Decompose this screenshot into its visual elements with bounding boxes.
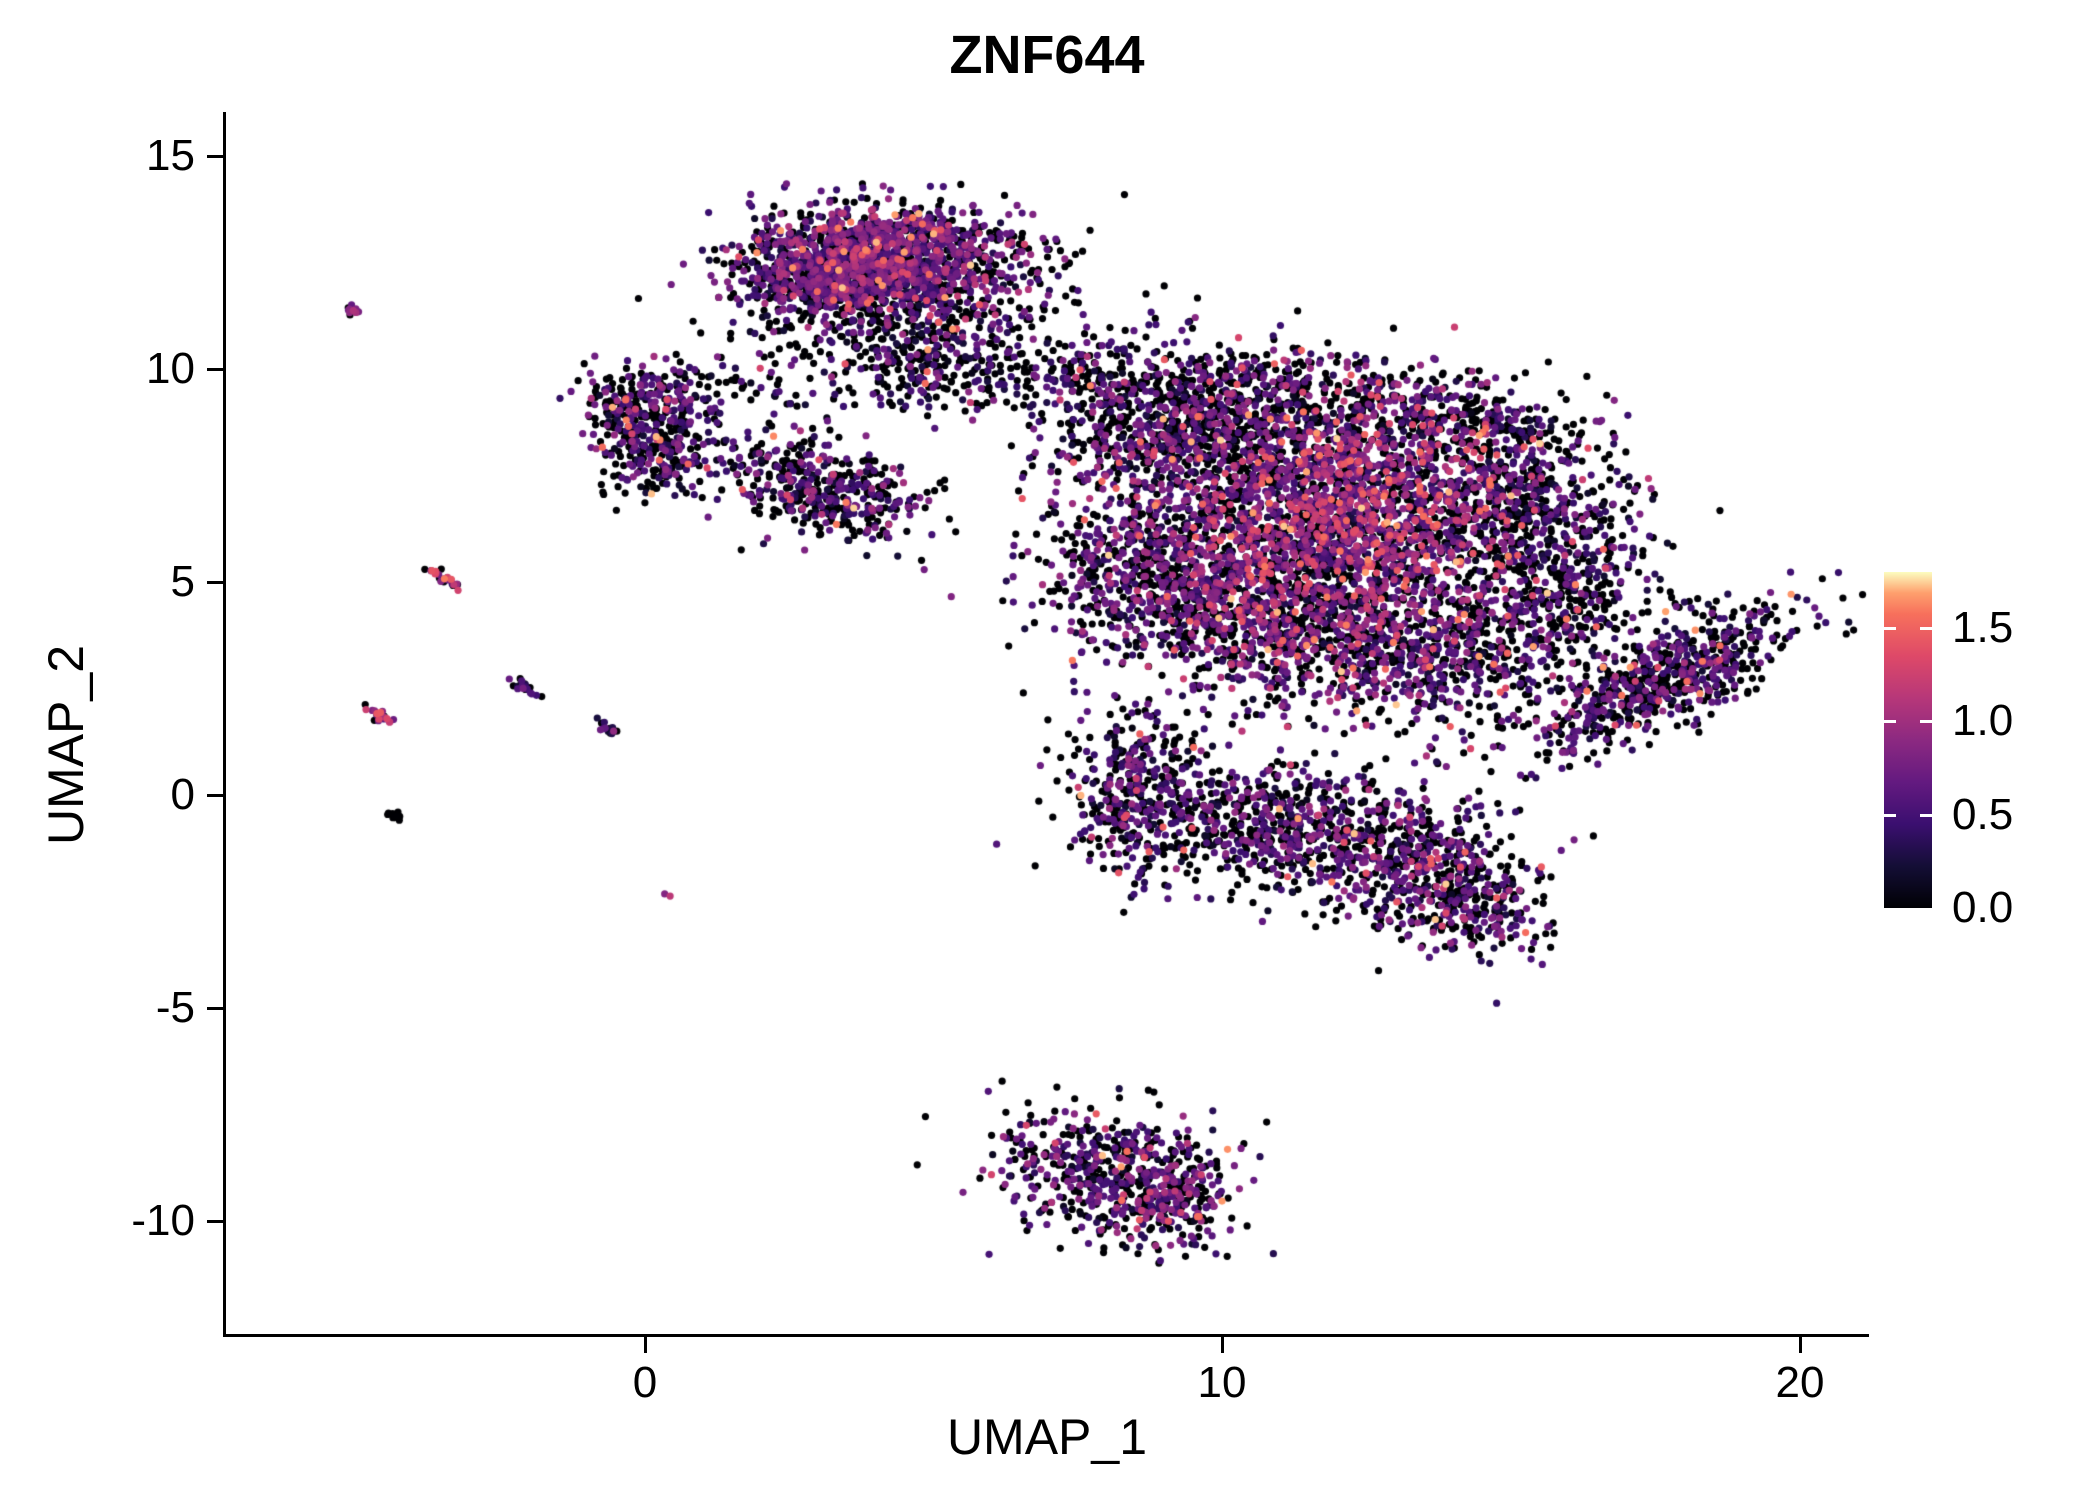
- x-axis-line: [223, 1334, 1869, 1337]
- y-tick-mark-2: [207, 581, 223, 584]
- y-tick-label-4: -5: [155, 983, 195, 1032]
- y-tick-label-3: 0: [170, 770, 195, 819]
- colorbar-tick-1.5-left: [1884, 627, 1896, 630]
- y-tick-label-5: -10: [131, 1196, 195, 1245]
- y-tick-mark-3: [207, 794, 223, 797]
- y-tick-mark-4: [207, 1007, 223, 1010]
- colorbar-tick-1.0-left: [1884, 720, 1896, 723]
- x-tick-label-0: 0: [632, 1358, 658, 1407]
- x-tick-mark-0: [644, 1337, 647, 1353]
- x-tick-label-1: 10: [1197, 1358, 1247, 1407]
- y-tick-label-0: 15: [146, 131, 195, 180]
- colorbar-label-0: 1.5: [1952, 603, 2014, 652]
- y-axis-line: [223, 112, 226, 1337]
- colorbar-tick-0.5-left: [1884, 814, 1896, 817]
- x-tick-label-2: 20: [1775, 1358, 1825, 1407]
- x-tick-mark-1: [1221, 1337, 1224, 1353]
- plot-title: ZNF644: [949, 25, 1145, 85]
- y-tick-mark-0: [207, 155, 223, 158]
- colorbar-tick-1.0-right: [1920, 720, 1932, 723]
- colorbar-label-1: 1.0: [1952, 696, 2014, 745]
- colorbar-tick-1.5-right: [1920, 627, 1932, 630]
- y-tick-label-2: 5: [170, 557, 195, 606]
- colorbar-label-3: 0.0: [1952, 883, 2014, 932]
- colorbar-gradient: [1884, 572, 1932, 908]
- y-tick-mark-5: [207, 1220, 223, 1223]
- colorbar-label-2: 0.5: [1952, 790, 2014, 839]
- colorbar-tick-0.5-right: [1920, 814, 1932, 817]
- x-tick-mark-2: [1799, 1337, 1802, 1353]
- y-tick-label-1: 10: [146, 344, 195, 393]
- y-axis-title: UMAP_2: [38, 644, 94, 846]
- x-axis-title: UMAP_1: [946, 1409, 1148, 1465]
- y-tick-mark-1: [207, 368, 223, 371]
